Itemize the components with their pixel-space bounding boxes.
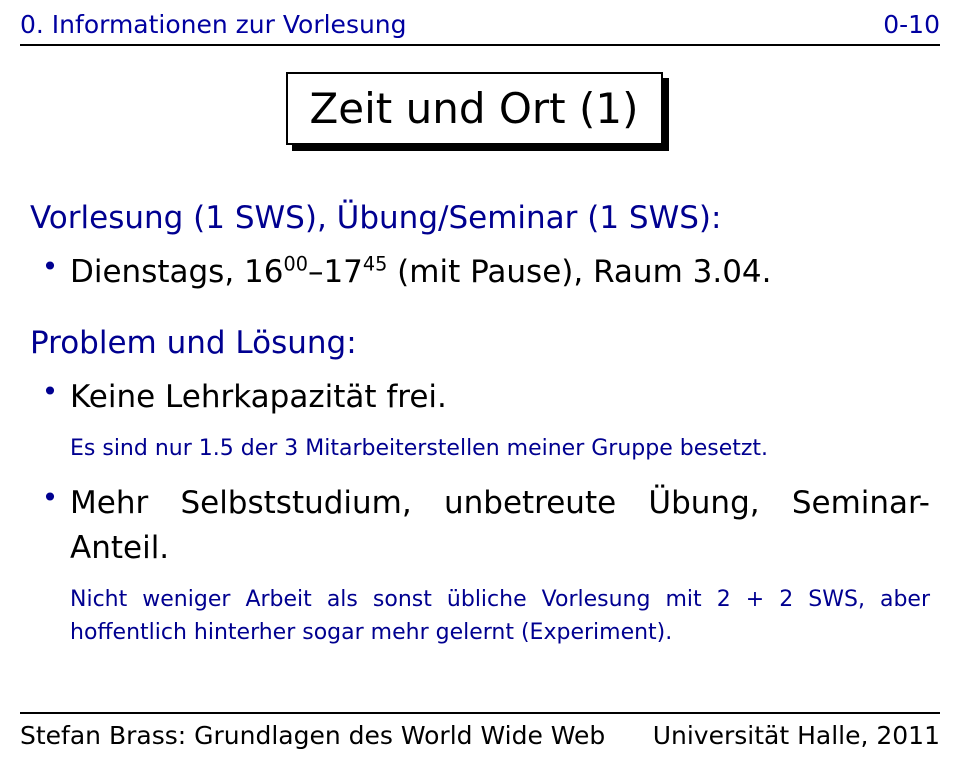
footer-rule bbox=[20, 712, 940, 714]
content-area: Vorlesung (1 SWS), Übung/Seminar (1 SWS)… bbox=[30, 200, 930, 665]
slide-page: 0. Informationen zur Vorlesung 0-10 Zeit… bbox=[0, 0, 960, 758]
note-experiment: Nicht weniger Arbeit als sonst übliche V… bbox=[70, 583, 930, 649]
page-footer: Stefan Brass: Grundlagen des World Wide … bbox=[20, 721, 940, 750]
header-page-number: 0-10 bbox=[883, 10, 940, 39]
sched-pre: Dienstags, 16 bbox=[70, 254, 284, 290]
bullet-capacity-text: Keine Lehrkapazität frei. bbox=[70, 375, 930, 420]
header-left: 0. Informationen zur Vorlesung bbox=[20, 10, 407, 39]
bullet-capacity: • Keine Lehrkapazität frei. bbox=[30, 375, 930, 420]
sched-exp1: 00 bbox=[284, 253, 308, 276]
bullet-dot-icon: • bbox=[30, 375, 70, 420]
section-heading-2: Problem und Lösung: bbox=[30, 325, 930, 361]
header-rule bbox=[20, 44, 940, 46]
title-container: Zeit und Ort (1) bbox=[0, 78, 960, 151]
bullet-selfstudy: • Mehr Selbststudium, unbetreute Übung, … bbox=[30, 481, 930, 571]
bullet-dot-icon: • bbox=[30, 481, 70, 571]
page-header: 0. Informationen zur Vorlesung 0-10 bbox=[20, 10, 940, 39]
bullet-selfstudy-text: Mehr Selbststudium, unbetreute Übung, Se… bbox=[70, 481, 930, 571]
sched-exp2: 45 bbox=[363, 253, 387, 276]
bullet-schedule-text: Dienstags, 1600–1745 (mit Pause), Raum 3… bbox=[70, 250, 930, 295]
footer-author: Stefan Brass: Grundlagen des World Wide … bbox=[20, 721, 605, 750]
sched-dash: –17 bbox=[308, 254, 363, 290]
note-staff: Es sind nur 1.5 der 3 Mitarbeiterstellen… bbox=[70, 432, 930, 465]
title-shadow: Zeit und Ort (1) bbox=[292, 78, 669, 151]
bullet-dot-icon: • bbox=[30, 250, 70, 295]
sched-post: (mit Pause), Raum 3.04. bbox=[387, 254, 771, 290]
bullet-schedule: • Dienstags, 1600–1745 (mit Pause), Raum… bbox=[30, 250, 930, 295]
slide-title: Zeit und Ort (1) bbox=[286, 72, 663, 145]
section-heading-1: Vorlesung (1 SWS), Übung/Seminar (1 SWS)… bbox=[30, 200, 930, 236]
footer-affiliation: Universität Halle, 2011 bbox=[653, 721, 940, 750]
